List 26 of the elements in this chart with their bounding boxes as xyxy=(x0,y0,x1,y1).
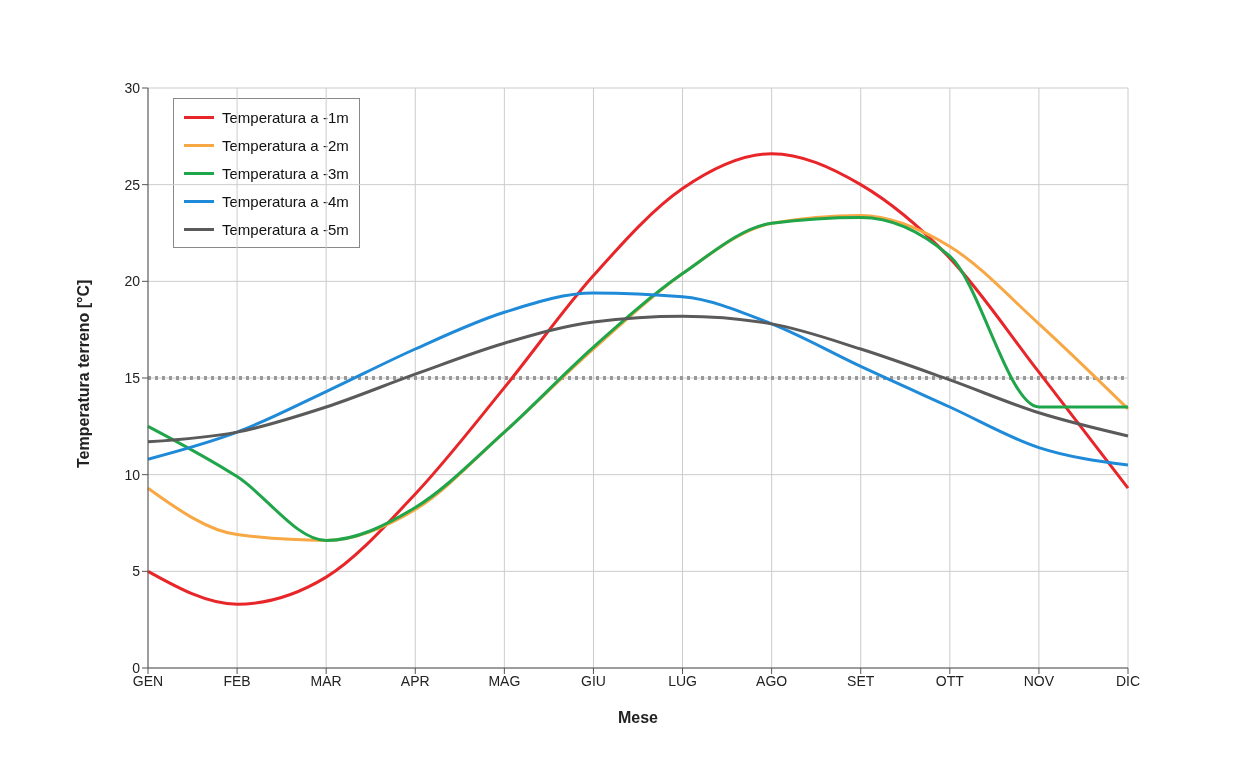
line-series xyxy=(146,291,1130,467)
y-tick-label: 15 xyxy=(124,369,141,386)
x-tick-label: AGO xyxy=(756,672,788,689)
y-tick-label: 30 xyxy=(124,79,141,96)
y-tick-label: 25 xyxy=(124,176,141,193)
x-tick-label: APR xyxy=(400,672,430,689)
x-tick-label: FEB xyxy=(223,672,251,689)
legend-label: Temperatura a -3m xyxy=(222,164,349,182)
x-tick-label: GIU xyxy=(581,672,606,689)
y-tick-label: 5 xyxy=(132,563,141,580)
x-tick-label: NOV xyxy=(1023,672,1055,689)
legend-label: Temperatura a -2m xyxy=(222,136,349,154)
line-series xyxy=(146,152,1130,606)
x-tick-label: LUG xyxy=(668,672,697,689)
x-tick-label: OTT xyxy=(935,672,965,689)
x-tick-label: SET xyxy=(847,672,875,689)
x-tick-label: MAR xyxy=(310,672,342,689)
y-tick-label: 10 xyxy=(124,466,141,483)
legend-label: Temperatura a -5m xyxy=(222,220,349,238)
legend-label: Temperatura a -4m xyxy=(222,192,349,210)
x-tick-label: DIC xyxy=(1115,672,1141,689)
y-tick-label: 20 xyxy=(124,273,141,290)
legend-label: Temperatura a -1m xyxy=(222,108,349,126)
y-axis-title: Temperatura terreno [°C] xyxy=(74,279,92,468)
x-axis-title: Mese xyxy=(617,709,659,726)
x-tick-label: MAG xyxy=(488,672,521,689)
